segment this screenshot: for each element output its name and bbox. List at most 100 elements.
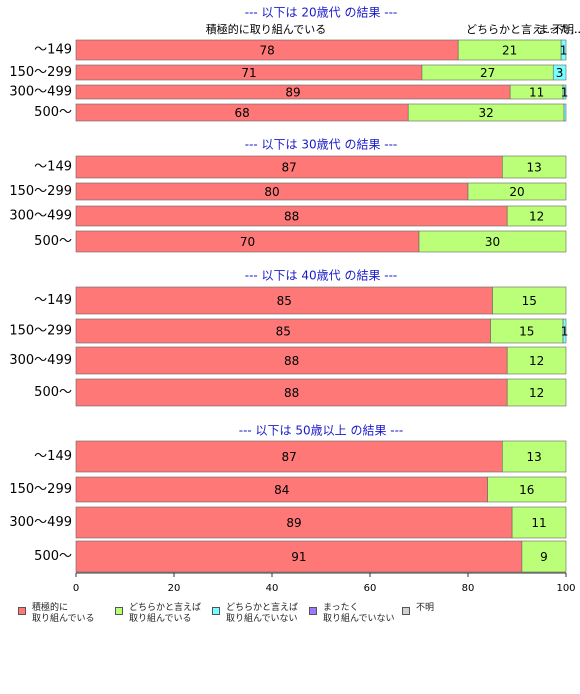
y-tick-label: 150～299: [9, 324, 72, 339]
header-label: まった...: [538, 23, 580, 36]
value-label: 85: [276, 325, 291, 339]
legend-label: どちらかと言えば 取り組んでいる: [129, 603, 202, 624]
legend-swatch: [402, 607, 410, 615]
bar-segment: [562, 84, 567, 100]
legend-label: 不明: [416, 603, 435, 613]
value-label: 85: [277, 294, 292, 308]
value-label: 3: [556, 66, 564, 80]
bar-segment: [75, 476, 488, 503]
panel-title: --- 以下は 20歳代 の結果 ---: [245, 6, 398, 20]
bar-segment: [562, 318, 567, 344]
value-label: 11: [529, 86, 544, 100]
bar-segment: [506, 378, 567, 407]
value-label: 16: [519, 483, 534, 497]
panel-title: --- 以下は 50歳以上 の結果 ---: [239, 424, 404, 438]
value-label: 70: [240, 235, 255, 249]
legend-swatch: [115, 607, 123, 615]
value-label: 71: [241, 66, 256, 80]
value-label: 1: [560, 44, 568, 58]
value-label: 12: [529, 210, 544, 224]
bar-segment: [506, 205, 567, 227]
header-label: どちらかと言え...: [466, 23, 554, 36]
bar-segment: [75, 286, 493, 315]
y-tick-label: 150～299: [9, 65, 72, 80]
value-label: 80: [264, 185, 279, 199]
value-label: 88: [284, 386, 299, 400]
x-tick-label: 80: [462, 583, 475, 594]
legend-label: どちらかと言えば 取り組んでいない: [226, 603, 299, 624]
y-tick-label: ～149: [34, 160, 72, 175]
value-label: 20: [509, 185, 524, 199]
bar-segment: [501, 440, 567, 473]
value-label: 89: [286, 516, 301, 530]
bar-segment: [487, 476, 567, 503]
value-label: 1: [561, 86, 569, 100]
bar-segment: [75, 378, 508, 407]
value-label: 89: [285, 86, 300, 100]
legend-swatch: [18, 607, 26, 615]
bar-segment: [490, 318, 564, 344]
value-label: 84: [274, 483, 289, 497]
bar-segment: [75, 506, 513, 539]
value-label: 15: [522, 294, 537, 308]
bar-segment: [511, 506, 567, 539]
legend-label: まったく 取り組んでいない: [323, 603, 395, 624]
y-tick-label: 300～499: [9, 353, 72, 368]
bar-segment: [521, 540, 567, 573]
bar-segment: [418, 230, 567, 253]
bar-segment: [501, 155, 567, 179]
header-label: 不明...: [552, 23, 580, 36]
value-label: 88: [284, 210, 299, 224]
value-label: 12: [529, 386, 544, 400]
value-label: 1: [561, 325, 569, 339]
x-tick-label: 40: [266, 583, 279, 594]
value-label: 11: [531, 516, 546, 530]
y-tick-label: ～149: [34, 449, 72, 464]
x-tick-label: 100: [556, 583, 575, 594]
y-tick-label: 150～299: [9, 184, 72, 199]
value-label: 30: [485, 235, 500, 249]
value-label: 68: [234, 106, 249, 120]
bar-segment: [75, 318, 491, 344]
header-label: 積極的に取り組んでいる: [206, 22, 326, 36]
bar-segment: [560, 39, 567, 61]
y-tick-label: 500～: [34, 385, 72, 400]
y-tick-label: ～149: [34, 293, 72, 308]
value-label: 32: [478, 106, 493, 120]
bar-segment: [467, 182, 567, 201]
y-tick-label: 300～499: [9, 209, 72, 224]
value-label: 13: [527, 161, 542, 175]
panel-title: --- 以下は 30歳代 の結果 ---: [245, 138, 398, 152]
y-tick-label: 500～: [34, 105, 72, 120]
value-label: 87: [282, 161, 297, 175]
x-tick-label: 60: [364, 583, 377, 594]
value-label: 15: [519, 325, 534, 339]
y-tick-label: 150～299: [9, 482, 72, 497]
bar-segment: [506, 346, 567, 375]
value-label: 21: [502, 44, 517, 58]
value-label: 9: [540, 550, 548, 564]
bar-segment: [552, 64, 567, 81]
y-tick-label: 300～499: [9, 85, 72, 100]
bar-segment: [75, 346, 508, 375]
value-label: 27: [480, 66, 495, 80]
y-tick-label: ～149: [34, 43, 72, 58]
x-tick-label: 20: [168, 583, 181, 594]
bar-segment: [75, 440, 503, 473]
legend-swatch: [212, 607, 220, 615]
value-label: 88: [284, 354, 299, 368]
legend-swatch: [309, 607, 317, 615]
value-label: 13: [527, 450, 542, 464]
value-label: 78: [259, 44, 274, 58]
value-label: 12: [529, 354, 544, 368]
value-label: 87: [282, 450, 297, 464]
bar-segment: [492, 286, 567, 315]
panel-title: --- 以下は 40歳代 の結果 ---: [245, 269, 398, 283]
y-tick-label: 300～499: [9, 515, 72, 530]
x-tick-label: 0: [73, 583, 79, 594]
y-tick-label: 500～: [34, 549, 72, 564]
value-label: 91: [291, 550, 306, 564]
legend-label: 積極的に 取り組んでいる: [32, 603, 95, 624]
